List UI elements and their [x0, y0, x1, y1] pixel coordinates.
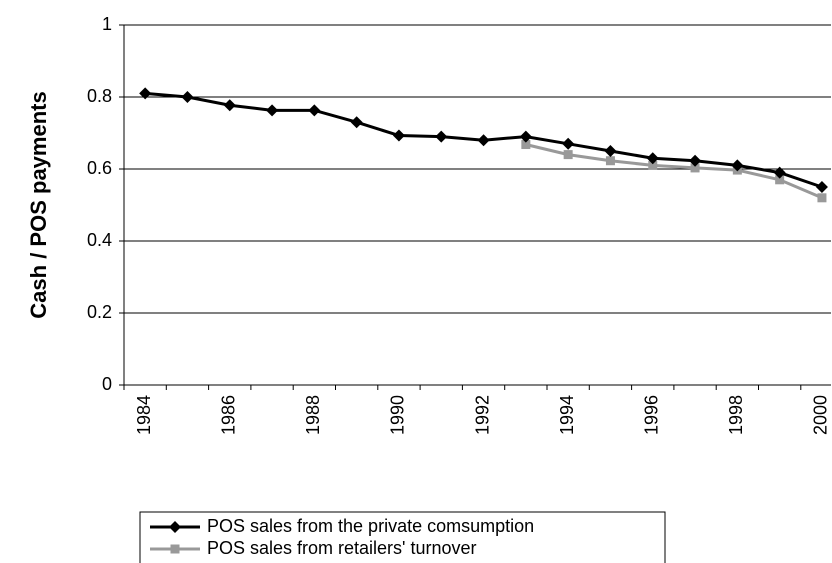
point: [731, 159, 744, 172]
x-tick-label: 2000: [811, 395, 831, 435]
point: [605, 156, 615, 166]
point: [350, 116, 363, 129]
point: [266, 104, 279, 117]
x-tick-label: 1988: [303, 395, 323, 435]
y-tick-label: 0.4: [87, 230, 112, 250]
point: [815, 181, 828, 193]
point: [690, 163, 700, 173]
point: [435, 130, 448, 143]
y-axis-label: Cash / POS payments: [26, 91, 51, 318]
point: [646, 152, 659, 165]
point: [563, 150, 573, 160]
point: [521, 140, 531, 150]
y-tick-label: 0: [102, 374, 112, 394]
point: [773, 166, 786, 179]
point: [817, 193, 827, 203]
x-tick-label: 1992: [472, 395, 492, 435]
point: [519, 130, 532, 143]
point: [181, 91, 194, 103]
point: [477, 134, 490, 147]
point: [308, 104, 321, 117]
legend-label: POS sales from the private comsumption: [207, 516, 534, 536]
x-tick-label: 1994: [557, 395, 577, 435]
x-tick-label: 1984: [134, 395, 154, 435]
x-tick-label: 1986: [219, 395, 239, 435]
y-tick-label: 0.2: [87, 302, 112, 322]
x-tick-label: 1990: [388, 395, 408, 435]
point: [604, 145, 617, 157]
legend-label: POS sales from retailers' turnover: [207, 538, 477, 558]
point: [223, 99, 236, 112]
point: [392, 129, 405, 142]
legend-box: [139, 511, 666, 563]
y-tick-label: 0.6: [87, 158, 112, 178]
point: [689, 154, 702, 167]
x-tick-label: 1998: [726, 395, 746, 435]
point: [139, 87, 152, 100]
y-tick-label: 0.8: [87, 86, 112, 106]
point: [562, 137, 575, 150]
x-tick-label: 1996: [642, 395, 662, 435]
series-line: [525, 143, 823, 200]
point: [775, 175, 785, 185]
legend-marker: [169, 521, 181, 533]
legend-marker: [170, 544, 180, 554]
point: [648, 160, 658, 170]
y-tick-label: 1: [102, 14, 112, 34]
